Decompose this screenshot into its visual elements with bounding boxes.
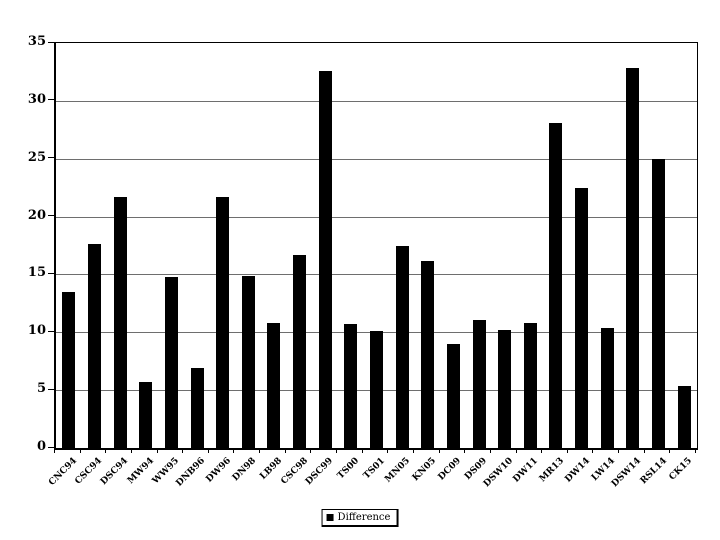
x-axis-tick	[489, 448, 491, 453]
bar	[139, 382, 153, 448]
y-axis-tick	[48, 388, 55, 390]
bar	[677, 385, 691, 448]
bar	[241, 275, 255, 448]
y-axis-label: 30	[27, 91, 46, 107]
bar	[395, 245, 409, 448]
x-axis-tick	[259, 448, 261, 453]
x-axis-tick	[156, 448, 158, 453]
plot-area	[54, 42, 698, 450]
x-axis-tick	[54, 448, 55, 453]
y-axis-tick	[48, 99, 55, 101]
x-axis-tick	[182, 448, 184, 453]
x-axis-tick	[105, 448, 107, 453]
bar	[472, 319, 486, 448]
bar	[600, 327, 614, 448]
bar	[293, 254, 307, 448]
bar	[113, 196, 127, 448]
gridline	[56, 100, 697, 102]
legend-label: Difference	[337, 512, 391, 523]
bar	[523, 323, 537, 448]
y-axis-label: 5	[36, 381, 46, 397]
bar	[62, 291, 76, 448]
x-axis-tick	[336, 448, 338, 453]
bar	[370, 331, 383, 448]
x-axis-tick	[695, 448, 696, 453]
bar	[446, 343, 460, 448]
x-axis-tick	[79, 448, 81, 453]
x-axis-tick	[387, 448, 389, 453]
x-axis-tick	[233, 448, 235, 453]
y-axis-tick	[48, 272, 55, 274]
x-axis-tick	[361, 448, 363, 453]
y-axis-label: 0	[36, 439, 46, 454]
gridline	[56, 274, 697, 276]
y-axis-tick	[48, 157, 55, 159]
x-axis-tick	[592, 448, 594, 453]
legend-marker-icon	[326, 514, 334, 521]
gridline	[56, 158, 697, 160]
x-axis-tick	[643, 448, 645, 453]
y-axis-label: 20	[27, 207, 46, 223]
y-axis-label: 35	[27, 34, 46, 49]
x-axis-tick	[438, 448, 440, 453]
y-axis-label: 15	[27, 265, 46, 281]
x-axis-tick	[310, 448, 312, 453]
bar	[267, 323, 281, 448]
bar	[87, 244, 101, 448]
y-axis-tick	[48, 330, 55, 332]
y-axis-label: 25	[27, 149, 46, 165]
x-axis-tick	[464, 448, 466, 453]
bar	[190, 368, 204, 448]
y-axis-tick	[48, 215, 55, 217]
bar	[498, 329, 512, 448]
x-axis-tick	[566, 448, 568, 453]
y-axis-tick	[48, 41, 55, 43]
bar	[318, 70, 332, 448]
x-axis-tick	[618, 448, 620, 453]
bar	[575, 187, 589, 448]
x-axis-tick	[284, 448, 286, 453]
x-axis-tick	[669, 448, 671, 453]
bar	[549, 122, 563, 448]
y-axis-label: 10	[27, 323, 46, 339]
bar	[626, 68, 640, 448]
bar	[421, 260, 435, 448]
x-axis-tick	[207, 448, 209, 453]
x-axis-tick	[515, 448, 517, 453]
y-axis-tick	[48, 446, 55, 448]
x-axis-tick	[541, 448, 543, 453]
x-axis-tick	[412, 448, 414, 453]
bar	[344, 324, 358, 448]
x-axis-tick	[130, 448, 132, 453]
bar	[164, 276, 178, 448]
legend: Difference	[321, 509, 399, 527]
gridline	[56, 216, 697, 218]
bar	[652, 158, 666, 448]
bar	[216, 196, 230, 448]
